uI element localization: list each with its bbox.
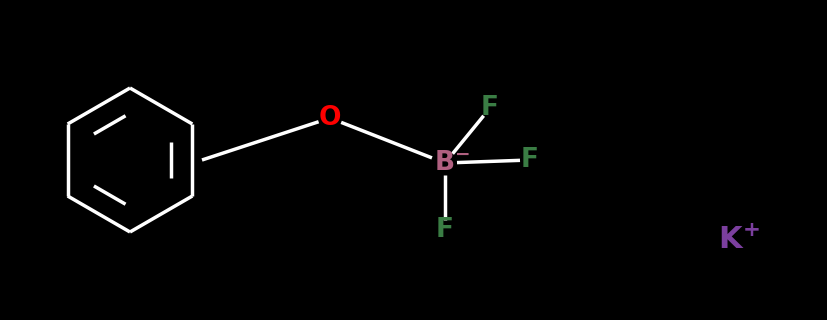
Text: +: +	[742, 220, 760, 240]
Text: F: F	[480, 95, 499, 121]
Text: O: O	[318, 105, 341, 131]
Text: K: K	[717, 226, 741, 254]
Text: −: −	[455, 146, 471, 164]
Text: F: F	[520, 147, 538, 173]
Text: F: F	[436, 217, 453, 243]
Text: B: B	[434, 150, 455, 176]
